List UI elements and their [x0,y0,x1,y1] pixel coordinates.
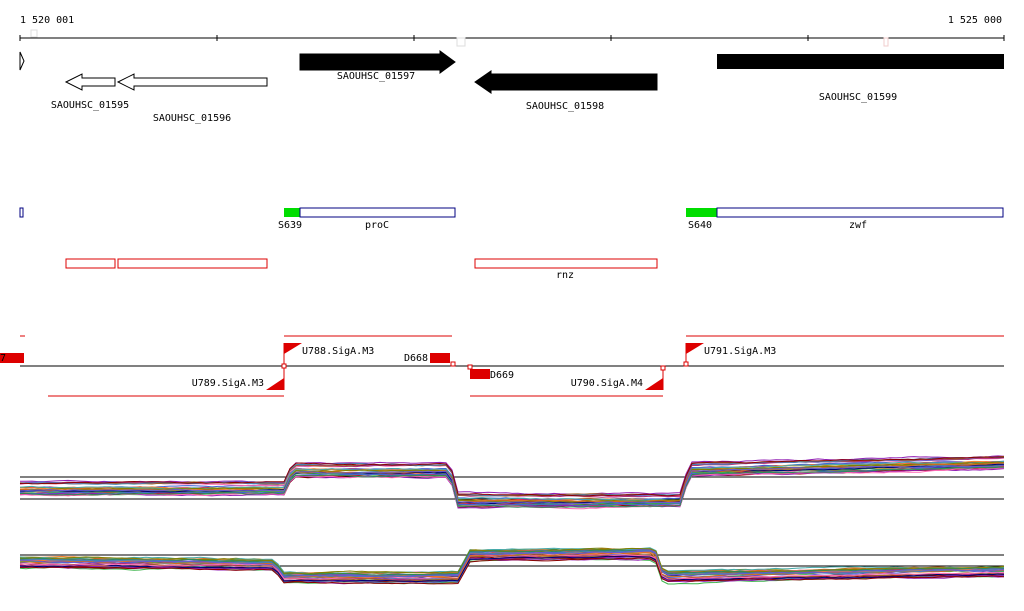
gene-arrow-saouhsc-01598[interactable] [474,70,658,94]
expression-profile-line [19,466,1005,508]
coordinate-ruler: 1 520 001 1 525 000 [19,15,1005,47]
expression-profile-line [19,549,1005,576]
ruler-start-label: 1 520 001 [20,15,74,26]
feature-edge-box[interactable] [19,207,24,218]
expression-profile-line [19,557,1005,585]
expression-profile-line [19,550,1005,578]
feature-box-proc[interactable] [299,207,456,218]
gene-arrow-saouhsc-01599[interactable] [717,54,1004,69]
terminator-block-d668[interactable] [430,353,450,363]
feature-start-s639[interactable] [284,208,300,217]
promoter-flag-u789[interactable] [266,378,284,390]
terminator-block-d669[interactable] [470,369,490,379]
gene-label-saouhsc-01597: SAOUHSC_01597 [337,71,415,82]
gene-label-saouhsc-01598: SAOUHSC_01598 [526,101,604,112]
promoter-flag-u790[interactable] [645,378,663,390]
feature-track: S639 proC S640 zwf [19,207,1004,231]
segment-marker[interactable] [281,363,287,369]
gene-arrow-edge[interactable] [19,51,25,71]
gene-arrow-saouhsc-01595[interactable] [64,73,116,91]
segment-label-u791: U791.SigA.M3 [704,346,776,357]
segment-label-d669: D669 [490,370,514,381]
annotation-box[interactable] [117,258,268,269]
feature-tag-s640: S640 [688,220,712,231]
gene-label-saouhsc-01599: SAOUHSC_01599 [819,92,897,103]
segment-marker[interactable] [660,365,666,371]
annotation-box-rnz[interactable] [474,258,658,269]
segment-label-edge: 7 [0,353,6,364]
segment-block-edge[interactable] [0,353,24,363]
annotation-label-rnz: rnz [556,270,574,281]
gene-label-saouhsc-01596: SAOUHSC_01596 [153,113,231,124]
feature-box-zwf[interactable] [716,207,1004,218]
ruler-marker[interactable] [456,37,466,47]
expression-profile-line [19,466,1005,507]
ruler-marker[interactable] [883,37,889,47]
expression-profile-line [19,456,1005,497]
gene-arrow-saouhsc-01596[interactable] [116,73,268,91]
feature-name-zwf: zwf [849,220,867,231]
expression-profile-line [19,547,1005,575]
segment-marker[interactable] [450,361,456,367]
promoter-flag-u791[interactable] [686,343,704,354]
annotation-box[interactable] [65,258,116,269]
segment-label-d668: D668 [404,353,428,364]
segment-label-u788: U788.SigA.M3 [302,346,374,357]
feature-tag-s639: S639 [278,220,302,231]
annotation-track: rnz [65,258,658,281]
feature-name-proc: proC [365,220,389,231]
expression-profile-line [19,547,1005,575]
segment-marker[interactable] [683,361,689,367]
segment-marker[interactable] [467,364,473,370]
expression-track-2 [19,547,1005,585]
expression-profile-line [19,464,1005,505]
segment-label-u790: U790.SigA.M4 [571,378,643,389]
gene-label-saouhsc-01595: SAOUHSC_01595 [51,100,129,111]
segment-label-u789: U789.SigA.M3 [192,378,264,389]
feature-start-s640[interactable] [686,208,717,217]
promoter-flag-u788[interactable] [284,343,302,354]
ruler-end-label: 1 525 000 [948,15,1002,26]
ruler-marker[interactable] [30,29,38,38]
expression-track-1 [19,455,1005,510]
expression-profile-line [19,555,1005,583]
segment-track: 7 U788.SigA.M3 D668 U789.SigA.M3 D669 U7… [0,335,1004,397]
gene-track: SAOUHSC_01595 SAOUHSC_01596 SAOUHSC_0159… [19,50,1004,124]
gene-arrow-saouhsc-01597[interactable] [299,50,456,74]
